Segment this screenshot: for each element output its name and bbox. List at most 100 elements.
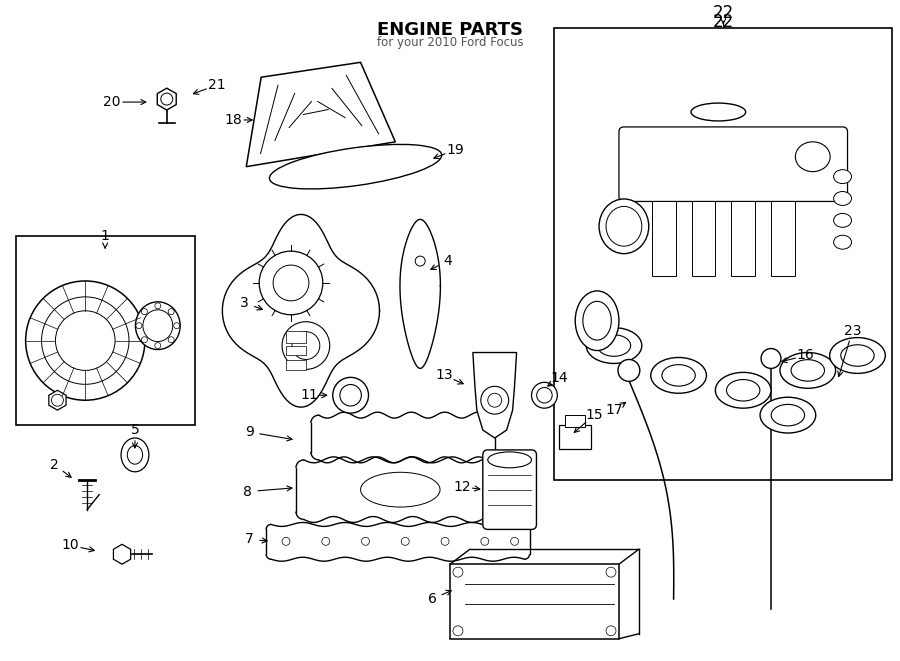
Circle shape xyxy=(161,93,173,105)
Circle shape xyxy=(441,537,449,545)
Circle shape xyxy=(282,322,329,369)
Text: 12: 12 xyxy=(453,480,471,494)
Ellipse shape xyxy=(599,199,649,254)
Circle shape xyxy=(168,336,174,342)
Circle shape xyxy=(282,537,290,545)
Bar xyxy=(450,564,619,639)
Ellipse shape xyxy=(121,438,148,472)
Ellipse shape xyxy=(532,382,557,408)
Text: 10: 10 xyxy=(61,538,79,553)
Circle shape xyxy=(761,348,781,368)
Bar xyxy=(565,415,585,427)
Circle shape xyxy=(141,336,148,342)
Circle shape xyxy=(606,567,616,577)
Bar xyxy=(286,360,306,370)
Bar xyxy=(554,28,892,480)
Circle shape xyxy=(25,281,145,400)
Circle shape xyxy=(259,251,323,315)
Text: 4: 4 xyxy=(444,254,453,268)
Ellipse shape xyxy=(780,352,835,388)
Ellipse shape xyxy=(361,472,440,507)
Circle shape xyxy=(322,537,329,545)
Circle shape xyxy=(155,342,161,348)
Text: 5: 5 xyxy=(130,423,140,437)
Ellipse shape xyxy=(143,310,173,342)
FancyBboxPatch shape xyxy=(482,450,536,529)
Circle shape xyxy=(141,309,148,315)
Ellipse shape xyxy=(583,301,611,340)
Text: 8: 8 xyxy=(243,485,252,498)
Bar xyxy=(559,425,591,449)
Circle shape xyxy=(453,567,463,577)
Circle shape xyxy=(51,394,63,406)
Ellipse shape xyxy=(606,206,642,246)
Ellipse shape xyxy=(575,291,619,350)
Circle shape xyxy=(606,626,616,636)
Ellipse shape xyxy=(536,387,553,403)
Ellipse shape xyxy=(333,377,368,413)
Text: 19: 19 xyxy=(446,143,464,157)
Circle shape xyxy=(136,323,142,329)
Text: 9: 9 xyxy=(245,425,254,439)
Polygon shape xyxy=(158,88,176,110)
Circle shape xyxy=(56,311,115,370)
Circle shape xyxy=(273,265,309,301)
Ellipse shape xyxy=(136,302,180,350)
Bar xyxy=(652,202,676,276)
Circle shape xyxy=(168,309,174,315)
Ellipse shape xyxy=(586,328,642,364)
Text: 14: 14 xyxy=(551,371,568,385)
Ellipse shape xyxy=(833,170,851,184)
Circle shape xyxy=(510,537,518,545)
Bar xyxy=(286,330,306,342)
Text: 3: 3 xyxy=(240,296,248,310)
Ellipse shape xyxy=(791,360,824,381)
Polygon shape xyxy=(113,544,130,564)
Ellipse shape xyxy=(598,335,631,356)
Ellipse shape xyxy=(488,452,532,468)
Ellipse shape xyxy=(662,365,696,386)
Circle shape xyxy=(362,537,370,545)
Text: 17: 17 xyxy=(605,403,623,417)
Circle shape xyxy=(401,537,410,545)
Ellipse shape xyxy=(651,358,706,393)
Ellipse shape xyxy=(726,379,760,401)
Bar xyxy=(15,236,194,425)
Polygon shape xyxy=(472,352,517,438)
Ellipse shape xyxy=(340,385,362,406)
Ellipse shape xyxy=(691,103,746,121)
Ellipse shape xyxy=(833,192,851,206)
Circle shape xyxy=(155,303,161,309)
Ellipse shape xyxy=(830,338,886,373)
Text: 21: 21 xyxy=(208,78,225,92)
Circle shape xyxy=(481,537,489,545)
Bar xyxy=(771,202,795,276)
Ellipse shape xyxy=(760,397,815,433)
Text: 15: 15 xyxy=(585,408,603,422)
Polygon shape xyxy=(247,62,395,167)
FancyBboxPatch shape xyxy=(619,127,848,202)
Ellipse shape xyxy=(796,142,830,172)
Text: 11: 11 xyxy=(300,388,318,403)
Circle shape xyxy=(453,626,463,636)
Text: 13: 13 xyxy=(436,368,453,382)
Circle shape xyxy=(41,297,129,384)
Circle shape xyxy=(292,332,320,360)
Circle shape xyxy=(618,360,640,381)
Ellipse shape xyxy=(841,345,874,366)
Ellipse shape xyxy=(716,372,771,408)
Bar xyxy=(691,202,716,276)
Text: 22: 22 xyxy=(713,13,734,30)
Circle shape xyxy=(415,256,425,266)
Text: 22: 22 xyxy=(713,3,734,22)
Text: for your 2010 Ford Focus: for your 2010 Ford Focus xyxy=(377,36,523,50)
Circle shape xyxy=(481,386,508,414)
Text: 20: 20 xyxy=(104,95,121,109)
Text: 6: 6 xyxy=(428,592,436,606)
Ellipse shape xyxy=(833,235,851,249)
Bar xyxy=(286,346,306,356)
Text: 18: 18 xyxy=(224,113,242,127)
Text: 23: 23 xyxy=(844,324,861,338)
Text: 16: 16 xyxy=(796,348,814,362)
Text: ENGINE PARTS: ENGINE PARTS xyxy=(377,20,523,38)
